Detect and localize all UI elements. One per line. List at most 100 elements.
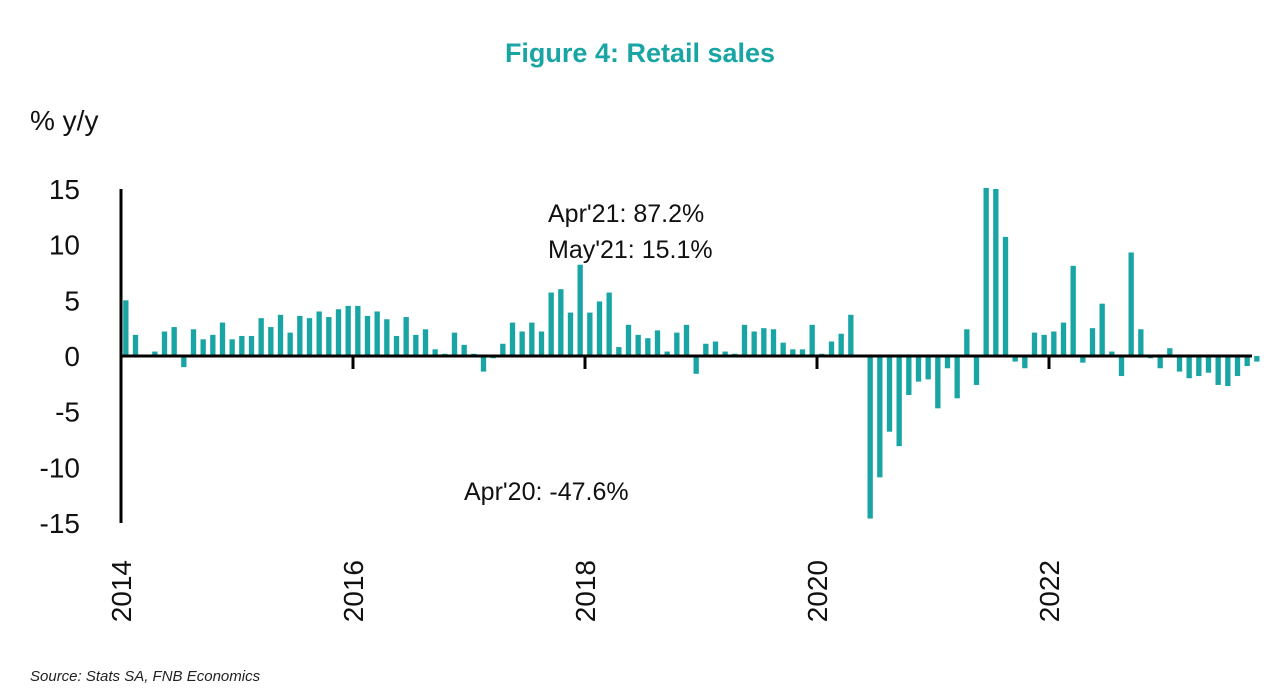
bar — [838, 333, 844, 356]
bar — [1196, 356, 1202, 377]
bar — [751, 331, 757, 356]
bar — [645, 338, 651, 356]
bar — [1215, 356, 1221, 385]
bar — [567, 312, 574, 356]
bar — [1002, 236, 1009, 356]
bar — [587, 312, 593, 356]
bar — [181, 356, 187, 368]
bar — [674, 332, 680, 356]
bar — [790, 349, 796, 356]
bar — [983, 187, 989, 356]
annotation-may21: May'21: 15.1% — [548, 236, 713, 264]
bar — [548, 292, 554, 356]
bar — [1051, 331, 1057, 356]
bar — [519, 331, 525, 356]
bar — [326, 317, 332, 356]
bar — [664, 351, 670, 356]
y-tick-labels: 15 10 5 0 -5 -10 -15 — [40, 174, 80, 539]
bar — [1060, 322, 1067, 356]
bar — [906, 356, 912, 395]
bar — [799, 349, 806, 356]
bar — [1157, 356, 1163, 369]
bar — [422, 329, 429, 356]
bar — [683, 324, 690, 356]
bar — [654, 330, 661, 356]
bar — [741, 324, 748, 356]
bar — [1118, 356, 1125, 377]
bar — [258, 318, 264, 356]
bar — [1031, 332, 1038, 356]
bar — [132, 334, 139, 356]
bar — [123, 300, 129, 356]
y-tick-label: -15 — [40, 508, 80, 539]
bar — [1041, 334, 1047, 356]
bar — [761, 328, 767, 356]
bar — [268, 327, 274, 356]
annotation-apr20: Apr'20: -47.6% — [464, 478, 629, 506]
bar — [616, 347, 622, 356]
bar — [1070, 265, 1076, 356]
bar — [635, 334, 641, 356]
bar — [896, 356, 902, 447]
bar — [500, 343, 506, 356]
bar — [722, 351, 728, 356]
bar — [335, 309, 342, 356]
bar — [596, 301, 603, 356]
x-tick-label: 2020 — [802, 560, 833, 622]
bar — [229, 339, 235, 356]
bar — [239, 335, 245, 356]
bar — [780, 342, 786, 356]
x-tick-labels: 2014 2016 2018 2020 2022 — [106, 356, 1065, 622]
bar — [161, 331, 168, 356]
bar — [355, 305, 361, 356]
y-tick-label: -5 — [55, 397, 80, 428]
bar — [1138, 329, 1144, 356]
bar — [480, 356, 487, 372]
bar — [384, 319, 390, 356]
bars-group — [123, 187, 1260, 519]
bar — [529, 322, 535, 356]
x-tick-label: 2016 — [338, 560, 369, 622]
bar — [393, 335, 400, 356]
bar — [915, 356, 922, 382]
bar — [306, 318, 313, 356]
bar — [219, 322, 226, 356]
bar — [993, 189, 999, 356]
bar — [770, 329, 777, 356]
bar — [625, 324, 632, 356]
bar — [964, 329, 970, 356]
bar — [1205, 356, 1212, 373]
bar — [210, 334, 216, 356]
bar — [848, 314, 854, 356]
y-tick-label: 5 — [64, 285, 80, 316]
bar — [1099, 303, 1105, 356]
bar — [374, 311, 380, 356]
bar — [693, 356, 699, 374]
bar — [1234, 356, 1241, 377]
bar — [867, 356, 873, 519]
bar — [877, 356, 883, 478]
bar — [1080, 356, 1086, 363]
bar — [287, 332, 293, 356]
bar — [935, 356, 941, 409]
bar — [1186, 356, 1192, 379]
source-note: Source: Stats SA, FNB Economics — [30, 668, 261, 685]
bar — [954, 356, 960, 399]
bar — [1022, 356, 1028, 369]
bar — [461, 344, 467, 356]
chart-title: Figure 4: Retail sales — [504, 38, 776, 68]
bar — [944, 356, 951, 369]
bar — [171, 327, 177, 356]
bar — [1089, 328, 1096, 356]
x-tick-label: 2022 — [1034, 560, 1065, 622]
bar — [297, 315, 303, 356]
bar — [1254, 356, 1260, 362]
bar — [509, 322, 516, 356]
bar — [413, 334, 419, 356]
y-tick-label: -10 — [40, 452, 80, 483]
y-tick-label: 10 — [49, 230, 80, 261]
bar — [577, 264, 583, 356]
bar — [703, 343, 709, 356]
bar — [606, 292, 612, 356]
bar — [316, 311, 322, 356]
